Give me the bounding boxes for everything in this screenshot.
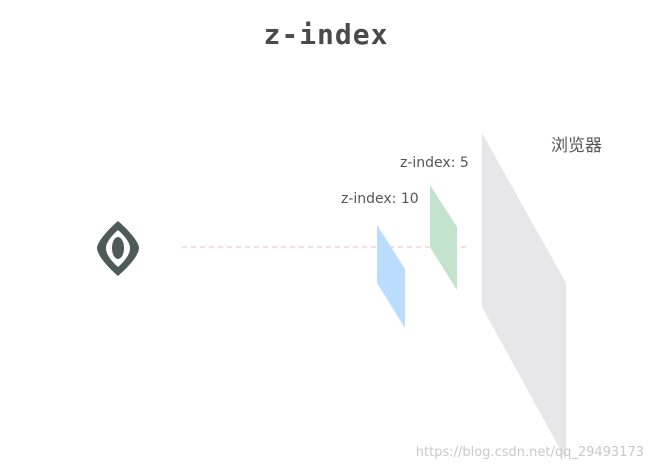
diagram-title: z-index xyxy=(263,18,389,51)
blue-layer-label: z-index: 10 xyxy=(341,191,419,207)
green-layer xyxy=(430,185,457,290)
browser-layer xyxy=(482,133,566,460)
green-layer-label: z-index: 5 xyxy=(400,155,469,171)
blue-layer xyxy=(377,225,405,328)
source-watermark: https://blog.csdn.net/qq_29493173 xyxy=(415,445,644,460)
browser-layer-label: 浏览器 xyxy=(551,136,602,156)
eye-icon xyxy=(97,221,139,276)
